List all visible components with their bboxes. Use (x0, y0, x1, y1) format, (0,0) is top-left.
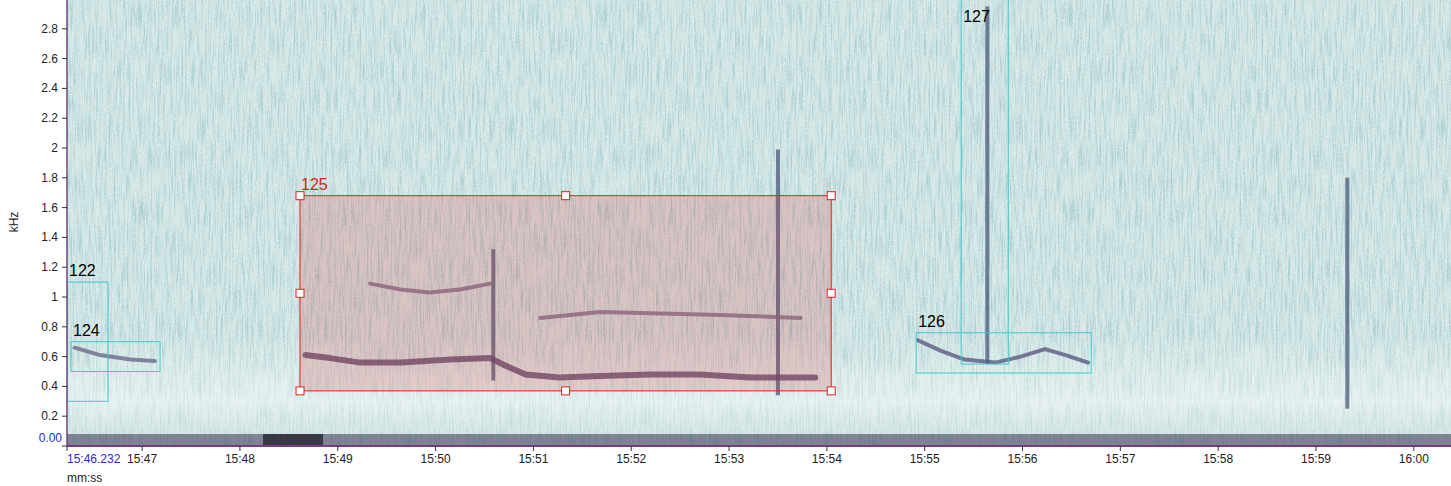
y-tick-label: 2.2 (41, 111, 58, 125)
y-axis-line (66, 0, 68, 446)
y-tick-label: 0.2 (41, 409, 58, 423)
y-tick (62, 326, 67, 327)
resize-handle[interactable] (296, 192, 304, 200)
resize-handle[interactable] (827, 192, 835, 200)
y-tick-label: 1.4 (41, 230, 58, 244)
y-tick-label: 0.6 (41, 350, 58, 364)
axes: 0.00 0.2 0.4 0.6 0.8 1 1.2 1.4 1.6 1.8 2 2.2 2.4 2.6 2… (39, 0, 1451, 466)
y-tick (62, 177, 67, 178)
x-tick (1413, 446, 1414, 451)
x-axis-line (67, 445, 1451, 447)
annotation-box[interactable] (916, 333, 1091, 373)
y-tick-label: 0.4 (41, 379, 58, 393)
transient (985, 6, 989, 364)
x-tick-label: 15:54 (812, 452, 842, 466)
chart: 122 124 125 126 127 0.00 0.2 0.4 0.6 0.8 1 1.2 1.4 1.… (0, 0, 1451, 486)
resize-handle[interactable] (562, 387, 570, 395)
y-tick (62, 267, 67, 268)
x-tick-label: 15:47 (127, 452, 157, 466)
annotation-label: 127 (963, 8, 990, 25)
annotation-label: 124 (73, 322, 100, 339)
x-tick (1218, 446, 1219, 451)
x-tick (435, 446, 436, 451)
x-tick-label: 15:58 (1203, 452, 1233, 466)
x-tick-label: 15:56 (1008, 452, 1038, 466)
y-tick-label: 1.2 (41, 260, 58, 274)
x-tick (67, 446, 68, 451)
annotation-box[interactable] (961, 0, 1008, 364)
x-tick-label: 15:57 (1105, 452, 1135, 466)
annotation-label: 125 (301, 176, 328, 193)
resize-handle[interactable] (296, 289, 304, 297)
x-tick-label: 15:51 (518, 452, 548, 466)
x-tick-label: 15:55 (910, 452, 940, 466)
x-tick (1316, 446, 1317, 451)
y-tick-label: 0.8 (41, 320, 58, 334)
x-tick-label: 15:52 (616, 452, 646, 466)
x-tick (142, 446, 143, 451)
y-tick (62, 58, 67, 59)
annotation-labels: 122 124 125 126 127 (69, 8, 990, 339)
annotation-box[interactable] (71, 342, 160, 372)
y-tick (62, 297, 67, 298)
x-tick (239, 446, 240, 451)
x-tick (1120, 446, 1121, 451)
y-tick-label: 2.6 (41, 52, 58, 66)
x-tick (631, 446, 632, 451)
call-contour (75, 348, 155, 361)
y-tick-label: 1.8 (41, 171, 58, 185)
y-tick (62, 207, 67, 208)
y-tick (62, 237, 67, 238)
x-tick-label: 16:00 (1399, 452, 1429, 466)
y-tick (62, 148, 67, 149)
y-tick (62, 386, 67, 387)
annotation-label: 126 (918, 313, 945, 330)
y-tick (62, 416, 67, 417)
x-tick (533, 446, 534, 451)
y-tick-label: 2.8 (41, 22, 58, 36)
y-tick-label: 1 (51, 290, 58, 304)
resize-handle[interactable] (296, 387, 304, 395)
y-tick (62, 88, 67, 89)
x-axis-label: mm:ss (67, 471, 102, 485)
x-tick-label: 15:49 (323, 452, 353, 466)
call-contour (918, 340, 1088, 362)
annotations (67, 0, 1091, 401)
y-tick-label: 2 (51, 141, 58, 155)
y-tick-label: 0.00 (39, 431, 63, 445)
transient (1345, 178, 1349, 409)
resize-handle[interactable] (827, 289, 835, 297)
y-tick-label: 1.6 (41, 201, 58, 215)
x-tick-label: 15:48 (225, 452, 255, 466)
x-tick (337, 446, 338, 451)
annotation-box[interactable] (300, 196, 831, 391)
y-tick (62, 28, 67, 29)
y-tick (62, 118, 67, 119)
y-tick (62, 356, 67, 357)
x-tick (826, 446, 827, 451)
x-tick (729, 446, 730, 451)
y-axis-label: kHz (7, 212, 21, 233)
x-tick (924, 446, 925, 451)
resize-handle[interactable] (562, 192, 570, 200)
x-tick-label: 15:46.232 (67, 452, 121, 466)
spectrogram-background (67, 0, 1451, 446)
annotation-label: 122 (69, 262, 96, 279)
x-tick-label: 15:53 (714, 452, 744, 466)
resize-handle[interactable] (827, 387, 835, 395)
x-tick-label: 15:59 (1301, 452, 1331, 466)
y-tick-label: 2.4 (41, 81, 58, 95)
x-tick-label: 15:50 (421, 452, 451, 466)
y-tick (62, 446, 67, 447)
x-tick (1022, 446, 1023, 451)
data-marks (75, 6, 1348, 408)
